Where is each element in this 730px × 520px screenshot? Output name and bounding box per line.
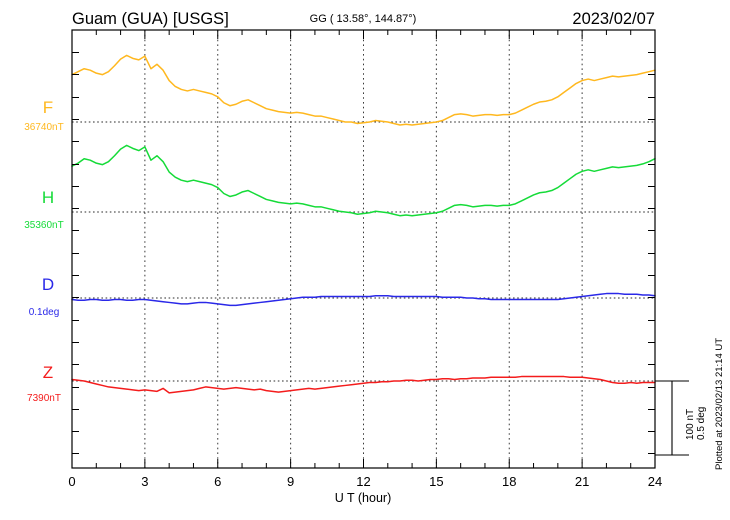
- trace-h: [71, 144, 656, 217]
- plotted-timestamp: Plotted at 2023/02/13 21:14 UT: [714, 338, 725, 470]
- y-axis-ticks: [72, 52, 655, 454]
- traces-layer: [71, 54, 656, 394]
- trace-f: [71, 54, 656, 126]
- scale-bar: 100 nT 0.5 deg: [655, 380, 707, 456]
- scale-bar-label-nt: 100 nT: [685, 409, 696, 440]
- x-tick-label: 0: [68, 474, 75, 489]
- x-axis-ticks: [71, 30, 656, 468]
- x-tick-label: 15: [429, 474, 443, 489]
- component-letter-d: D: [42, 275, 54, 294]
- x-tick-label: 18: [502, 474, 516, 489]
- x-tick-label: 21: [575, 474, 589, 489]
- x-tick-label: 6: [214, 474, 221, 489]
- component-baseline-f: 36740nT: [24, 122, 63, 133]
- component-letter-z: Z: [43, 363, 53, 382]
- observation-date: 2023/02/07: [572, 10, 655, 28]
- x-tick-label: 24: [648, 474, 662, 489]
- grid-layer: [144, 30, 583, 468]
- component-baseline-d: 0.1deg: [29, 307, 60, 318]
- reference-lines-layer: [72, 121, 655, 382]
- component-letter-h: H: [42, 188, 54, 207]
- x-tick-label: 3: [141, 474, 148, 489]
- scale-bar-label-deg: 0.5 deg: [696, 407, 707, 440]
- page-title: Guam (GUA) [USGS]: [72, 10, 229, 28]
- trace-z: [71, 375, 656, 394]
- component-baseline-z: 7390nT: [27, 393, 61, 404]
- x-axis-tick-labels: 0 3 6 9 12 15 18 21 24: [68, 474, 662, 489]
- component-labels: F 36740nT H 35360nT D 0.1deg Z 7390nT: [24, 98, 63, 404]
- x-tick-label: 12: [356, 474, 370, 489]
- trace-d: [71, 292, 656, 307]
- component-letter-f: F: [43, 98, 53, 117]
- x-tick-label: 9: [287, 474, 294, 489]
- geographic-coordinates-label: GG ( 13.58°, 144.87°): [310, 13, 417, 25]
- component-baseline-h: 35360nT: [24, 220, 63, 231]
- x-axis-title: U T (hour): [335, 491, 392, 505]
